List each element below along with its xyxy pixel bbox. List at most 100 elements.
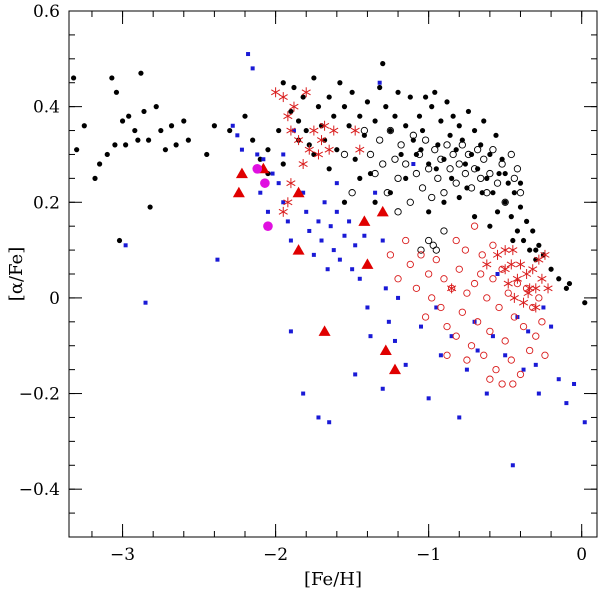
data-point [387, 127, 393, 134]
asterisk-stroke [506, 261, 516, 268]
data-point [456, 123, 462, 129]
data-point [392, 338, 397, 343]
asterisk-stroke [286, 127, 296, 134]
data-point [452, 236, 460, 245]
data-point [477, 270, 485, 278]
data-point [429, 104, 435, 110]
data-point [260, 178, 270, 188]
data-point [281, 200, 286, 205]
data-point [538, 318, 546, 326]
data-point [392, 113, 398, 119]
asterisk-stroke [278, 208, 288, 215]
data-point [431, 146, 439, 154]
data-point [380, 61, 386, 67]
data-point [515, 259, 526, 270]
data-point [326, 94, 332, 100]
data-point [426, 209, 432, 215]
data-point [141, 108, 147, 115]
asterisk-stroke [500, 247, 510, 254]
data-point [349, 89, 355, 95]
data-point [502, 170, 508, 177]
data-point [486, 169, 494, 178]
data-point [153, 104, 159, 110]
data-point [235, 167, 248, 179]
data-point [291, 84, 297, 91]
data-point [288, 238, 293, 243]
data-point [564, 401, 569, 406]
data-point [271, 87, 281, 98]
series-filled-square [123, 52, 587, 468]
data-point [276, 127, 282, 134]
data-point [521, 367, 526, 372]
data-point [293, 135, 304, 146]
data-point [316, 219, 321, 224]
asterisk-stroke [537, 275, 547, 282]
asterisk-stroke [355, 146, 365, 153]
data-point [484, 175, 490, 181]
data-point [494, 209, 501, 215]
data-point [311, 151, 317, 158]
data-point [533, 247, 539, 253]
data-point [531, 283, 541, 294]
data-point [449, 175, 455, 181]
data-point [340, 150, 349, 159]
data-point [483, 294, 491, 302]
data-point [507, 150, 515, 159]
data-point [145, 137, 152, 143]
asterisk-stroke [522, 271, 532, 277]
data-point [459, 137, 465, 143]
data-point [337, 80, 343, 86]
data-point [487, 223, 493, 229]
data-point [357, 113, 363, 119]
data-point [478, 142, 484, 148]
data-point [334, 209, 339, 214]
data-point [500, 264, 510, 275]
data-point [278, 92, 288, 103]
data-point [307, 228, 312, 233]
data-point [440, 275, 448, 283]
data-point [443, 322, 451, 331]
data-point [74, 147, 80, 153]
data-point [361, 132, 367, 138]
data-point [403, 123, 409, 129]
data-point [582, 300, 588, 306]
data-point [402, 160, 410, 168]
data-point [326, 166, 332, 172]
data-point [480, 351, 488, 359]
data-point [181, 118, 187, 124]
data-point [458, 141, 466, 149]
data-point [292, 244, 305, 255]
data-point [113, 89, 120, 95]
data-point [386, 319, 391, 324]
data-point [533, 362, 538, 367]
data-point [461, 169, 470, 178]
data-point [325, 267, 330, 272]
asterisk-stroke [289, 103, 299, 110]
data-point [437, 303, 445, 312]
data-point [549, 324, 554, 329]
data-point [516, 189, 525, 197]
data-point [376, 136, 384, 144]
data-point [470, 165, 479, 173]
asterisk-stroke [518, 299, 529, 306]
data-point [286, 178, 296, 189]
data-point [362, 233, 367, 238]
y-tick-label: 0.2 [33, 193, 60, 213]
data-point [403, 362, 408, 367]
data-point [510, 463, 515, 468]
data-point [455, 160, 463, 168]
data-point [232, 186, 245, 198]
data-point [331, 248, 336, 253]
data-point [412, 169, 421, 178]
data-point [440, 189, 448, 197]
data-point [316, 415, 321, 420]
y-tick-label: 0 [49, 289, 60, 309]
data-point [478, 251, 486, 259]
data-point [341, 104, 348, 110]
data-point [432, 256, 440, 264]
data-point [522, 269, 532, 279]
asterisk-stroke [286, 180, 296, 187]
data-point [280, 161, 286, 167]
data-point [288, 108, 294, 115]
data-point [509, 292, 519, 303]
